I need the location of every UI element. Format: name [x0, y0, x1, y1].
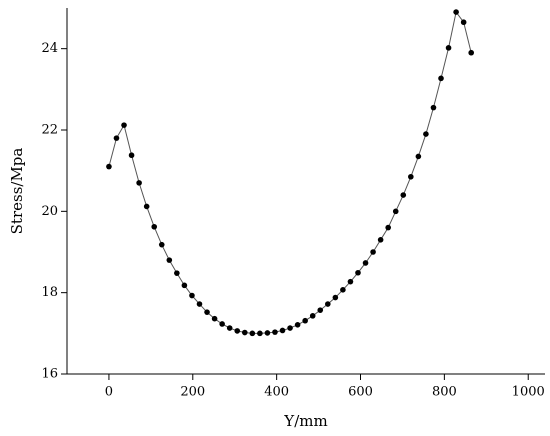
- marker: [241, 329, 248, 336]
- marker: [226, 325, 233, 331]
- y-axis-label: Stress/Mpa: [8, 148, 26, 235]
- marker: [445, 45, 452, 51]
- marker: [325, 301, 331, 307]
- marker: [211, 315, 218, 322]
- y-tick-label: 22: [41, 123, 58, 138]
- marker: [453, 9, 459, 15]
- marker: [347, 278, 354, 285]
- marker: [136, 180, 142, 186]
- marker: [400, 192, 407, 198]
- y-tick-label: 24: [41, 41, 58, 56]
- marker: [415, 153, 422, 160]
- marker: [158, 241, 165, 248]
- marker: [377, 237, 384, 243]
- marker: [143, 203, 150, 210]
- marker: [219, 321, 225, 327]
- y-tick-label: 18: [41, 285, 58, 300]
- marker: [294, 321, 301, 328]
- x-tick-label: 800: [432, 385, 457, 400]
- marker: [189, 292, 195, 299]
- marker: [121, 122, 127, 128]
- marker: [317, 307, 324, 313]
- x-tick-label: 200: [180, 385, 205, 400]
- marker: [385, 224, 391, 231]
- marker: [128, 152, 135, 159]
- marker: [309, 313, 316, 319]
- marker: [287, 325, 293, 331]
- marker: [257, 330, 263, 337]
- marker: [249, 330, 256, 337]
- marker: [204, 309, 210, 315]
- line: [108, 10, 472, 334]
- marker: [460, 19, 467, 26]
- marker: [166, 257, 173, 263]
- marker: [151, 223, 158, 230]
- marker: [430, 104, 437, 111]
- marker: [181, 282, 188, 289]
- marker: [234, 328, 241, 334]
- marker: [370, 249, 376, 255]
- marker: [279, 327, 286, 334]
- marker: [408, 173, 414, 180]
- marker: [272, 329, 278, 335]
- marker: [362, 260, 369, 266]
- marker: [438, 75, 444, 82]
- x-tick-label: 0: [105, 385, 113, 400]
- marker: [423, 131, 429, 137]
- x-tick-label: 1000: [512, 385, 545, 400]
- marker: [468, 49, 475, 56]
- marker: [302, 317, 308, 324]
- marker: [392, 208, 399, 215]
- marker: [174, 270, 180, 276]
- x-tick-label: 400: [264, 385, 289, 400]
- marker: [264, 330, 271, 336]
- marker: [113, 135, 120, 141]
- x-tick-label: 600: [348, 385, 373, 400]
- marker: [340, 287, 346, 293]
- marker: [332, 294, 339, 301]
- marker: [196, 301, 203, 307]
- x-axis-label: Y/mm: [283, 412, 327, 430]
- marker: [355, 269, 361, 276]
- y-tick-label: 16: [41, 367, 58, 382]
- marker: [106, 163, 112, 170]
- y-tick-label: 20: [41, 204, 58, 219]
